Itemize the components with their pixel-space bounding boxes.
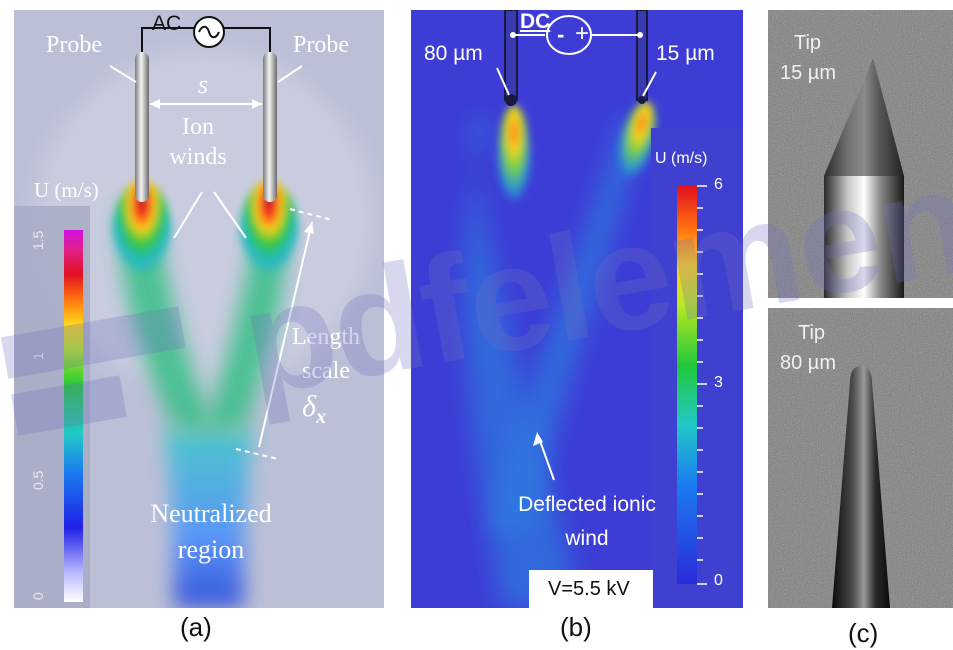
deflected-line-1: Deflected ionic	[518, 493, 656, 516]
neutralized-line-1: Neutralized	[150, 499, 272, 528]
delta-symbol: δ	[302, 390, 316, 423]
spacing-symbol: s	[198, 70, 209, 99]
panel-c-bottom-label: Tip 80 µm	[780, 318, 836, 378]
tip-15um-label: 15 µm	[656, 42, 715, 65]
right-probe	[263, 52, 277, 202]
ion-winds-label: Ion winds	[153, 112, 243, 172]
probe-left-leader	[109, 65, 137, 83]
probe-80um	[504, 9, 518, 101]
panel-a	[14, 10, 384, 608]
panel-a-velocity-field	[14, 10, 384, 608]
panel-b-velocity-field	[411, 9, 743, 608]
dc-source-icon	[546, 15, 592, 55]
colorbar-a-tick-1: 1	[30, 352, 46, 360]
ac-wire-left	[141, 27, 194, 52]
ion-winds-pointer-left	[173, 191, 203, 239]
colorbar-b-title: U (m/s)	[655, 150, 708, 167]
colorbar-a-tick-0: 0	[30, 592, 46, 600]
panel-c	[768, 10, 953, 608]
length-scale-line-1: Length	[292, 324, 360, 350]
panel-c-photos	[768, 10, 953, 608]
probe-right-leader	[277, 65, 303, 83]
probe-left-label: Probe	[46, 32, 102, 58]
neutralized-region-label: Neutralized region	[126, 496, 296, 568]
colorbar-a-tick-1-5: 1.5	[30, 230, 46, 250]
colorbar-a-tick-0-5: 0.5	[30, 470, 46, 490]
polarity-plus: +	[575, 20, 590, 47]
deflected-arrow	[538, 437, 555, 481]
delta-subscript: x	[315, 406, 326, 428]
panel-b	[411, 9, 743, 608]
colorbar-b-tick-0: 0	[714, 572, 723, 589]
colorbar-a-title: U (m/s)	[34, 178, 99, 202]
top-tip-word: Tip	[794, 32, 822, 54]
ion-winds-line-1: Ion	[182, 114, 214, 140]
colorbar-b-tick-3: 3	[714, 374, 723, 391]
caption-b: (b)	[560, 612, 592, 642]
ac-wire-right	[224, 27, 271, 52]
deflected-line-2: wind	[565, 527, 609, 550]
colorbar-b	[677, 186, 697, 584]
neutralized-line-2: region	[177, 535, 245, 564]
bottom-tip-size: 80 µm	[780, 352, 836, 374]
caption-c: (c)	[848, 618, 879, 648]
polarity-minus: -	[557, 22, 565, 47]
ion-winds-line-2: winds	[169, 144, 227, 170]
tip-80um-label: 80 µm	[424, 42, 483, 65]
length-scale-label: Length scale	[292, 320, 360, 388]
ac-label: AC	[152, 12, 182, 35]
colorbar-a	[64, 230, 83, 602]
bottom-tip-word: Tip	[798, 322, 826, 344]
tip-15um-leader	[642, 71, 657, 97]
ion-winds-pointer-right	[213, 191, 247, 239]
left-probe	[135, 52, 149, 202]
probe-right-label: Probe	[293, 32, 349, 58]
voltage-label: V=5.5 kV	[548, 578, 630, 600]
caption-a: (a)	[180, 612, 212, 642]
deflected-wind-label: Deflected ionic wind	[498, 488, 676, 556]
tip-80um-needle	[832, 366, 890, 608]
delta-x-symbol: δx	[302, 390, 326, 429]
probe-15um	[636, 9, 648, 101]
length-scale-line	[258, 221, 313, 448]
colorbar-b-tick-6: 6	[714, 176, 723, 193]
length-scale-line-2: scale	[302, 358, 350, 384]
dc-label: DC	[520, 10, 551, 33]
panel-c-top-label: Tip 15 µm	[780, 28, 836, 88]
top-tip-size: 15 µm	[780, 62, 836, 84]
voltage-box	[529, 570, 653, 608]
tip-80um-leader	[496, 67, 510, 96]
